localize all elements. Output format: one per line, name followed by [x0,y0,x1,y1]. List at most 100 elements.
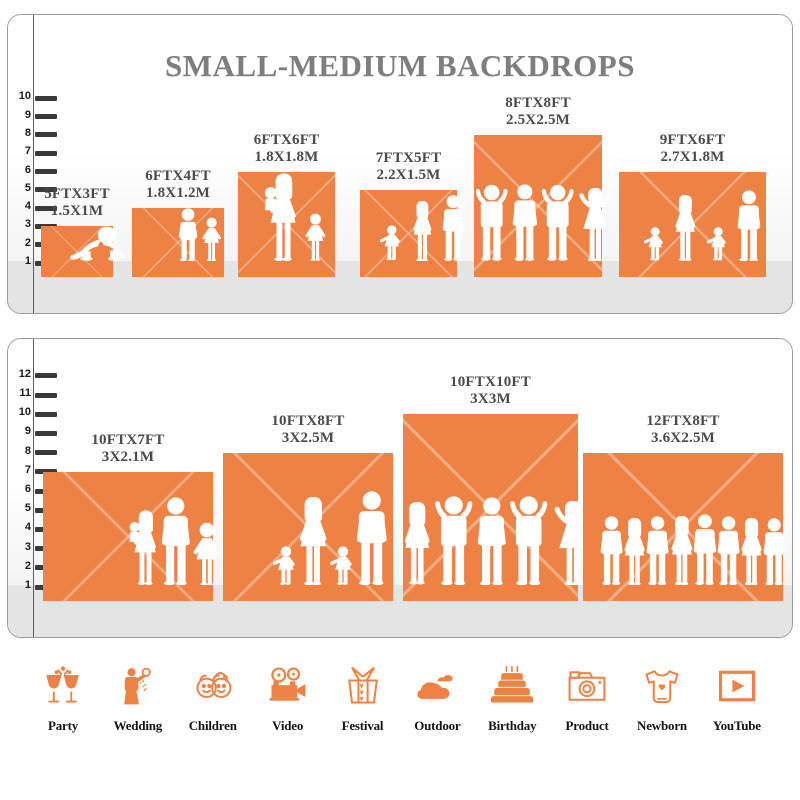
use-case-label: YouTube [712,718,761,733]
use-case-item-party[interactable]: Party [26,660,100,734]
person-silhouette [161,497,191,585]
gift-box-icon [337,660,389,712]
use-case-item-newborn[interactable]: Newborn [625,660,699,734]
people-silhouette-group [583,514,792,585]
backdrop-bar [360,189,457,277]
bar-size-feet: 12FTX8FT [646,412,720,429]
bar-size-feet: 7FTX5FT [375,149,442,166]
people-silhouette-group [619,189,776,261]
bar-size-label: 10FTX8FT 3X2.5M [218,413,398,447]
y-tick-label: 10 [18,90,31,103]
y-tick-mark [35,95,57,101]
person-silhouette [670,515,694,585]
y-tick-label: 9 [24,108,31,121]
y-tick-label: 4 [24,200,31,213]
use-case-label: Video [272,718,304,733]
y-tick-label: 2 [24,559,31,572]
people-silhouette-group [238,173,343,261]
y-tick-mark [35,430,57,436]
y-tick-label: 10 [18,406,31,419]
y-tick-label: 6 [24,163,31,176]
champagne-glasses-icon [37,660,89,712]
bar-size-meters: 3.6X2.5M [650,429,716,446]
person-silhouette [508,493,549,585]
use-case-item-youtube[interactable]: YouTube [700,660,774,734]
use-case-item-children[interactable]: Children [176,660,250,734]
camera-icon [561,660,613,712]
bar-size-feet: 8FTX8FT [505,94,571,111]
page-title: SMALL-MEDIUM BACKDROPS [165,48,635,83]
person-silhouette [644,226,664,261]
bar-size-feet: 9FTX6FT [659,131,726,148]
y-tick-mark [35,205,57,211]
y-tick-label: 3 [24,540,31,553]
use-case-item-product[interactable]: Product [550,660,624,734]
bar-size-feet: 6FTX4FT [145,168,211,185]
bar-size-feet: 10FTX8FT [271,412,345,429]
y-tick-label: 3 [24,218,31,231]
use-case-icon-strip: Party Wedding Children Video Festival Ou… [8,660,792,760]
bar-size-label: 6FTX6FT 1.8X1.8M [197,132,377,166]
y-tick-label: 9 [24,425,31,438]
use-case-item-outdoor[interactable]: Outdoor [400,660,474,734]
y-tick-label: 7 [24,463,31,476]
person-silhouette [740,517,763,585]
use-case-item-video[interactable]: Video [251,660,325,734]
bar-size-meters: 2.5X2.5M [505,111,571,128]
use-case-label: Outdoor [414,718,461,733]
bar-size-label: 10FTX10FT 3X3M [401,374,581,408]
person-silhouette [674,195,697,261]
bar-size-meters: 3X2.5M [281,429,335,446]
bar-size-label: 6FTX4FT 1.8X1.2M [88,168,268,202]
person-silhouette [737,189,761,261]
bar-size-label: 7FTX5FT 2.2X1.5M [319,150,499,184]
y-tick-label: 5 [24,181,31,194]
person-silhouette [193,522,221,585]
person-silhouette [512,184,538,261]
bar-size-feet: 6FTX6FT [253,131,320,148]
chart-panel-large: 1 2 3 4 5 6 7 8 9 10 11 12 10FTX7FT 3X2.1M 10FTX8FT 3… [7,338,793,638]
person-silhouette [577,187,614,261]
y-tick-label: 2 [24,236,31,249]
person-silhouette [474,182,509,261]
use-case-item-festival[interactable]: Festival [326,660,400,734]
y-tick-mark [35,450,57,456]
y-tick-label: 8 [24,444,31,457]
person-silhouette [330,545,353,585]
use-case-item-birthday[interactable]: Birthday [475,660,549,734]
bar-size-meters: 3X2.1M [101,448,155,465]
y-tick-mark [35,392,57,398]
use-case-label: Festival [341,718,384,733]
bar-size-label: 9FTX6FT 2.7X1.8M [603,132,783,166]
person-silhouette [412,200,433,261]
y-axis-chart-1 [33,15,34,313]
person-silhouette [305,213,326,261]
birthday-cake-icon [486,660,538,712]
use-case-item-wedding[interactable]: Wedding [101,660,175,734]
use-case-label: Children [188,718,237,733]
y-tick-mark [35,169,57,174]
y-tick-mark [35,411,57,417]
bar-size-meters: 1.8X1.8M [254,148,319,165]
person-silhouette [552,500,594,585]
bar-size-feet: 5FTX3FT [44,186,110,203]
y-tick-label: 4 [24,521,31,534]
person-silhouette [623,517,646,585]
y-tick-mark [35,150,57,156]
y-tick-label: 5 [24,502,31,515]
play-button-icon [711,660,763,712]
person-silhouette [433,493,474,585]
two-kids-faces-icon [187,660,239,712]
use-case-label: Newborn [637,718,687,733]
person-silhouette [600,516,623,585]
person-silhouette [693,514,717,585]
y-tick-label: 12 [18,367,31,380]
y-tick-label: 7 [24,145,31,158]
y-tick-label: 6 [24,483,31,495]
bar-size-meters: 1.5X1M [50,203,104,220]
bar-size-meters: 1.8X1.2M [145,185,211,202]
person-silhouette [717,516,740,585]
people-silhouette-group [43,497,259,585]
bar-size-label: 8FTX8FT 2.5X2.5M [448,95,628,129]
